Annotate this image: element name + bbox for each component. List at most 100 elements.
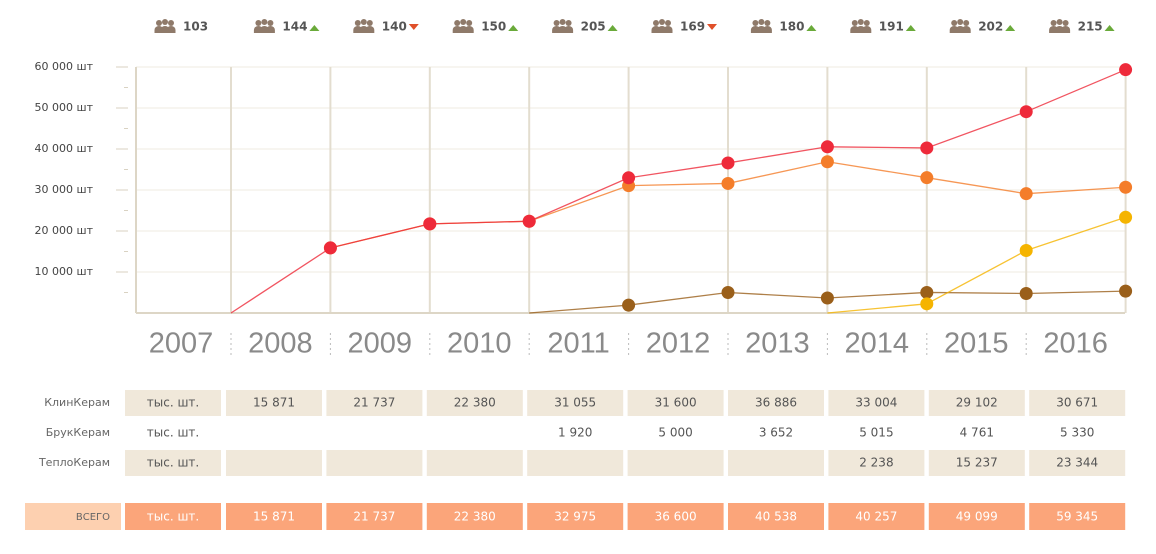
icon-head bbox=[156, 20, 162, 26]
icon-head bbox=[758, 19, 765, 25]
trend-up bbox=[508, 25, 519, 31]
year-label: 2009 bbox=[348, 328, 413, 360]
unit-cell bbox=[125, 390, 221, 416]
table-cell bbox=[326, 390, 423, 416]
data-point bbox=[920, 141, 934, 155]
trend-up bbox=[905, 25, 916, 31]
table-cell bbox=[326, 450, 423, 476]
table-cell bbox=[928, 450, 1025, 476]
year-label: 2015 bbox=[944, 328, 1009, 360]
data-point bbox=[820, 291, 834, 305]
data-point bbox=[423, 217, 437, 231]
total-cell bbox=[326, 503, 423, 530]
table-cell bbox=[426, 390, 523, 416]
total-cell bbox=[226, 503, 322, 530]
year-label: 2008 bbox=[248, 328, 313, 360]
y-tick-label: 60 000 шт bbox=[35, 60, 94, 73]
icon-head bbox=[957, 19, 964, 25]
table-cell bbox=[627, 390, 724, 416]
total-value: 21 737 bbox=[353, 510, 395, 524]
icon-head bbox=[261, 19, 268, 25]
total-value: 22 380 bbox=[454, 510, 496, 524]
total-cell bbox=[928, 503, 1025, 530]
year-label: 2014 bbox=[845, 328, 910, 360]
icon-head bbox=[1050, 20, 1057, 26]
data-point bbox=[1019, 286, 1033, 300]
icon-body bbox=[856, 26, 866, 33]
icon-body bbox=[955, 26, 965, 33]
icon-head bbox=[963, 20, 970, 26]
icon-head bbox=[460, 19, 467, 25]
icon-body bbox=[359, 26, 369, 33]
icon-head bbox=[255, 20, 262, 26]
people-icon bbox=[750, 19, 772, 33]
table-cell bbox=[627, 450, 724, 476]
table-cell bbox=[226, 450, 322, 476]
icon-head bbox=[360, 19, 367, 25]
icon-head bbox=[857, 19, 864, 25]
year-label: 2013 bbox=[745, 328, 810, 360]
cell-value: 15 237 bbox=[956, 456, 998, 470]
year-label: 2010 bbox=[447, 328, 512, 360]
data-point bbox=[721, 176, 735, 190]
headcount: 180 bbox=[779, 20, 804, 34]
table-cell bbox=[728, 390, 824, 416]
data-point bbox=[920, 297, 934, 311]
icon-head bbox=[659, 19, 665, 25]
year-label: 2016 bbox=[1043, 328, 1108, 360]
cell-value: 3 652 bbox=[759, 426, 793, 440]
icon-head bbox=[354, 20, 361, 26]
total-value: 40 257 bbox=[855, 510, 897, 524]
icon-head bbox=[665, 20, 671, 26]
table-cell bbox=[226, 390, 322, 416]
total-label-cell bbox=[25, 503, 121, 530]
icon-head bbox=[267, 20, 274, 26]
cell-value: 29 102 bbox=[956, 396, 998, 410]
data-point bbox=[1119, 63, 1133, 77]
data-point bbox=[323, 241, 337, 255]
year-label: 2011 bbox=[547, 328, 609, 360]
y-tick-label: 40 000 шт bbox=[35, 142, 94, 155]
people-icon bbox=[253, 19, 275, 33]
icon-body bbox=[259, 26, 269, 33]
row-label: ТеплоКерам bbox=[38, 456, 110, 469]
row-label: КлинКерам bbox=[44, 396, 110, 409]
table-cell bbox=[326, 420, 422, 446]
cell-value: 15 871 bbox=[253, 396, 295, 410]
row-label: БрукКерам bbox=[46, 426, 110, 439]
y-tick-label: 30 000 шт bbox=[35, 183, 94, 196]
cell-value: 36 886 bbox=[755, 396, 797, 410]
total-value: 59 345 bbox=[1056, 510, 1098, 524]
icon-body bbox=[1055, 26, 1065, 33]
total-cell bbox=[728, 503, 824, 530]
people-icon bbox=[353, 19, 375, 33]
icon-head bbox=[1056, 19, 1063, 25]
table-cell bbox=[928, 390, 1025, 416]
headcount: 150 bbox=[481, 20, 506, 34]
people-icon bbox=[651, 19, 673, 33]
headcount: 205 bbox=[581, 20, 606, 34]
icon-head bbox=[553, 20, 560, 26]
cell-value: 1 920 bbox=[558, 426, 592, 440]
y-tick-label: 10 000 шт bbox=[35, 265, 94, 278]
table-cell bbox=[828, 450, 925, 476]
data-point bbox=[622, 298, 636, 312]
cell-value: 22 380 bbox=[454, 396, 496, 410]
icon-body bbox=[458, 26, 468, 33]
headcount: 191 bbox=[879, 20, 904, 34]
total-value: 36 600 bbox=[655, 510, 697, 524]
icon-body bbox=[558, 26, 568, 33]
trend-up bbox=[806, 25, 817, 31]
cell-value: 5 330 bbox=[1060, 426, 1094, 440]
data-point bbox=[721, 286, 735, 299]
cell-value: 5 015 bbox=[859, 426, 893, 440]
series-line bbox=[827, 216, 1126, 314]
data-point bbox=[522, 214, 536, 228]
unit: тыс. шт. bbox=[147, 396, 199, 410]
unit: тыс. шт. bbox=[147, 456, 199, 470]
cell-value: 31 055 bbox=[554, 396, 596, 410]
data-point bbox=[721, 156, 735, 170]
data-point bbox=[1019, 105, 1033, 119]
trend-up bbox=[1005, 25, 1016, 31]
table-cell bbox=[728, 450, 824, 476]
